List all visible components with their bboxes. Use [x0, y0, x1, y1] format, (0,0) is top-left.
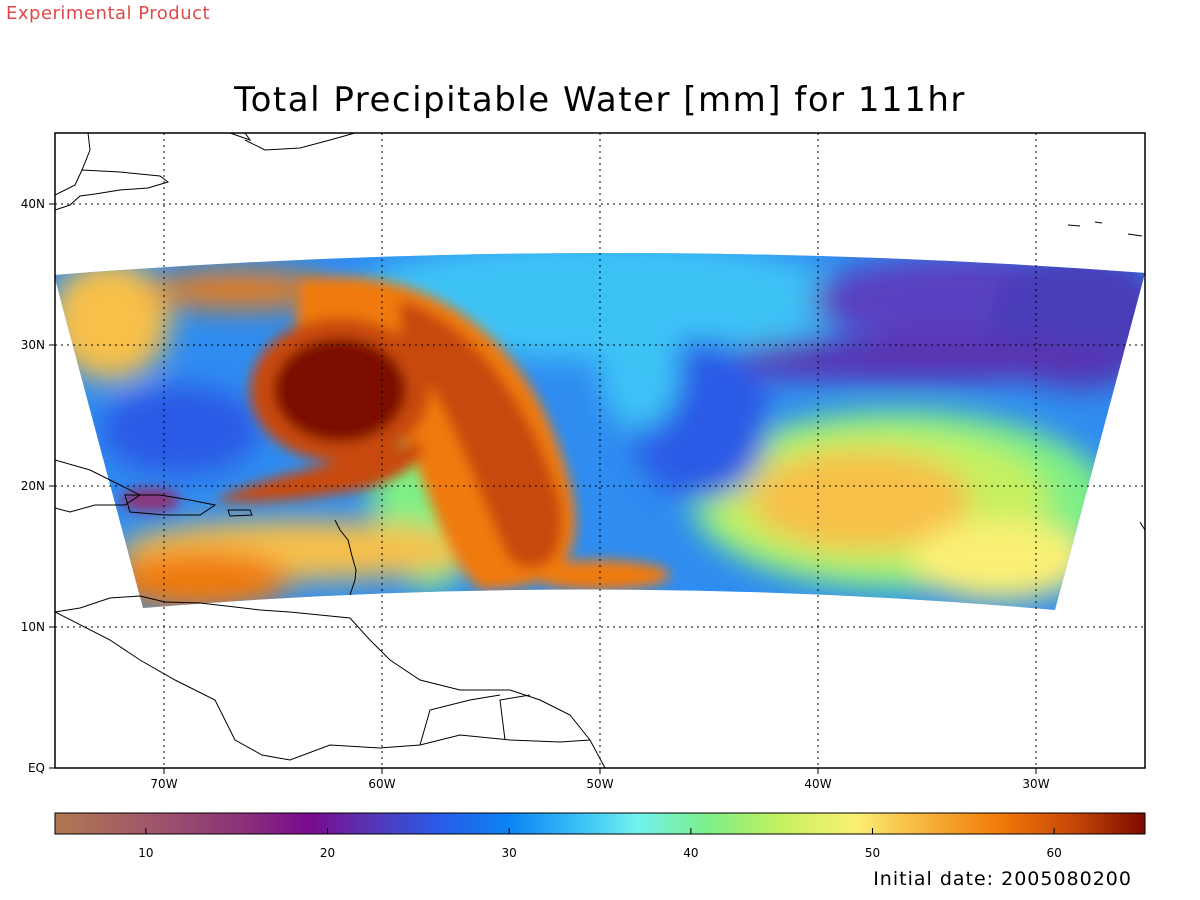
longitude-axis: 70W 60W 50W 40W 30W — [150, 768, 1050, 791]
colorbar-ticks: 10 20 30 40 50 60 — [138, 828, 1062, 860]
coastline-newfoundland — [229, 133, 252, 141]
colorbar-label-10: 10 — [138, 846, 153, 860]
lon-label-70w: 70W — [150, 777, 177, 791]
coastline-azores-islands — [1067, 221, 1143, 237]
lon-label-40w: 40W — [804, 777, 831, 791]
initial-date-label: Initial date: 2005080200 — [873, 868, 1132, 890]
colorbar-label-30: 30 — [502, 846, 517, 860]
colorbar-label-40: 40 — [683, 846, 698, 860]
lon-label-50w: 50W — [586, 777, 613, 791]
lat-label-30n: 30N — [21, 338, 45, 352]
lon-label-60w: 60W — [368, 777, 395, 791]
colorbar-label-50: 50 — [865, 846, 880, 860]
coastline-north-america — [55, 133, 170, 211]
colorbar-label-60: 60 — [1047, 846, 1062, 860]
lat-label-20n: 20N — [21, 479, 45, 493]
experimental-product-label: Experimental Product — [6, 3, 211, 24]
latitude-axis: EQ 10N 20N 30N 40N — [21, 197, 55, 775]
lat-label-10n: 10N — [21, 620, 45, 634]
coastline-cuba — [55, 459, 141, 513]
coastline-south-america — [55, 595, 606, 768]
precipitable-water-field — [54, 252, 1145, 610]
lat-label-40n: 40N — [21, 197, 45, 211]
lat-label-eq: EQ — [28, 761, 45, 775]
lon-label-30w: 30W — [1022, 777, 1049, 791]
coastline-nova-scotia — [244, 133, 356, 151]
graticule — [55, 133, 1145, 768]
map-title-text: Total Precipitable Water [mm] for 111hr — [234, 80, 966, 120]
colorbar-gradient — [54, 812, 1146, 835]
coastline-lesser-antilles — [334, 519, 357, 596]
coastline-africa-edge — [1139, 521, 1145, 531]
coastline-guiana-borders — [419, 694, 531, 746]
colorbar-label-20: 20 — [320, 846, 335, 860]
coastline-hispaniola — [124, 494, 217, 516]
coastline-puerto-rico — [227, 509, 253, 517]
coastlines — [55, 133, 1145, 768]
colorbar: 10 20 30 40 50 60 — [54, 812, 1146, 860]
map-title: Total Precipitable Water [mm] for 111hr — [0, 80, 1200, 120]
